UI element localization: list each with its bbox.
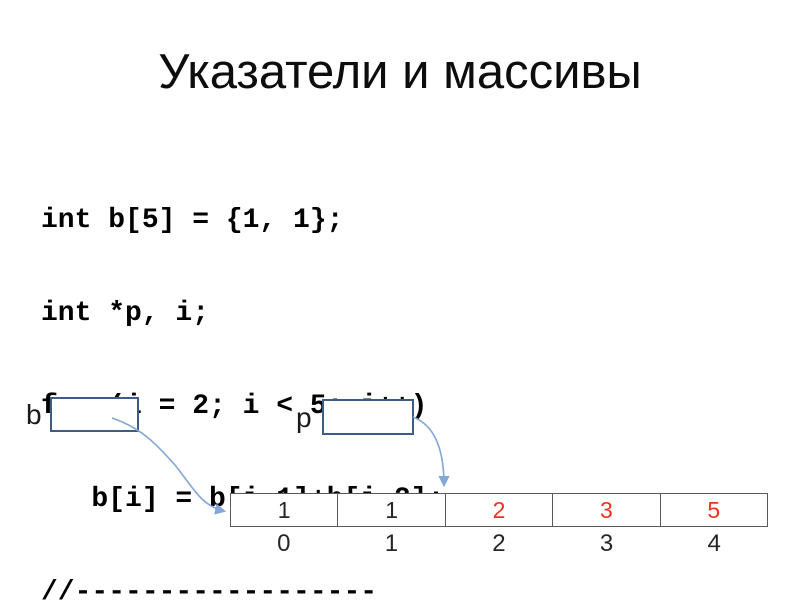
code-line: //------------------ [41,577,378,600]
pointer-b-box [50,397,139,432]
pointer-b-label: b [26,399,42,430]
array-cell: 3 [553,494,661,526]
array-cell: 1 [231,494,339,526]
array-cell: 1 [338,494,446,526]
code-line: int *p, i; [41,298,210,329]
array-cell: 5 [707,496,721,523]
array-index-label: 0 [277,530,291,557]
array-b: 1 1 2 3 5 [230,493,768,527]
code-line: int b[5] = {1, 1}; [41,205,344,236]
array-index-label: 1 [384,530,399,557]
pointer-p-label: p [296,402,312,433]
array-index-row: 0 1 2 3 4 [230,530,768,557]
array-index-label: 3 [599,530,614,557]
slide-title: Указатели и массивы [158,45,642,99]
array-cell: 2 [446,494,554,526]
array-index-label: 4 [707,530,721,557]
pointer-p-box [322,399,414,435]
array-index-label: 2 [492,530,506,557]
